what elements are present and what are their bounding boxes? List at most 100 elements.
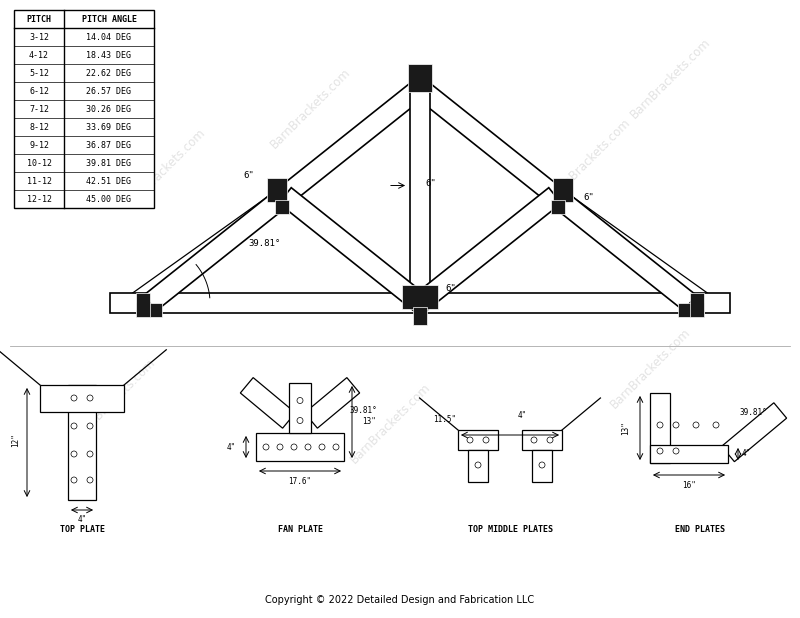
Text: 8-12: 8-12 (29, 122, 49, 132)
Circle shape (333, 444, 339, 450)
Circle shape (713, 422, 719, 428)
Polygon shape (410, 88, 430, 303)
Text: 39.81°: 39.81° (740, 408, 768, 417)
Text: 42.51 DEG: 42.51 DEG (86, 177, 131, 185)
Text: PITCH: PITCH (26, 14, 51, 23)
Circle shape (483, 437, 489, 443)
Polygon shape (414, 188, 562, 311)
Text: 4-12: 4-12 (29, 51, 49, 59)
Text: 6": 6" (243, 171, 254, 179)
Bar (267, 177, 287, 201)
Text: BarnBrackets.com: BarnBrackets.com (547, 116, 633, 201)
Circle shape (657, 422, 663, 428)
Circle shape (87, 451, 93, 457)
Bar (14, 10, 154, 208)
Bar (650, 445, 728, 463)
Text: 12": 12" (11, 433, 21, 447)
Circle shape (297, 397, 303, 404)
Text: 6": 6" (583, 193, 594, 203)
Text: 45.00 DEG: 45.00 DEG (86, 195, 131, 203)
Text: 3-12: 3-12 (29, 33, 49, 41)
Bar (413, 307, 427, 325)
Circle shape (657, 448, 663, 454)
Text: 39.81 DEG: 39.81 DEG (86, 158, 131, 167)
Polygon shape (144, 80, 426, 311)
Bar (402, 285, 438, 309)
Polygon shape (305, 378, 360, 428)
Text: BarnBrackets.com: BarnBrackets.com (347, 380, 433, 466)
Polygon shape (414, 80, 696, 311)
Circle shape (475, 462, 481, 468)
Text: 30.26 DEG: 30.26 DEG (86, 104, 131, 114)
Text: BarnBrackets.com: BarnBrackets.com (72, 355, 158, 441)
Text: 11-12: 11-12 (26, 177, 51, 185)
Text: 6-12: 6-12 (29, 87, 49, 96)
Bar (68, 385, 96, 500)
Bar (275, 200, 289, 213)
Text: 13": 13" (362, 418, 376, 426)
Text: 36.87 DEG: 36.87 DEG (86, 140, 131, 150)
Text: PITCH ANGLE: PITCH ANGLE (82, 14, 137, 23)
Text: 5-12: 5-12 (29, 69, 49, 77)
Circle shape (87, 423, 93, 429)
Circle shape (71, 451, 77, 457)
Text: BarnBrackets.com: BarnBrackets.com (122, 125, 208, 211)
Circle shape (539, 462, 545, 468)
Text: 4": 4" (742, 449, 751, 459)
Text: 10-12: 10-12 (26, 158, 51, 167)
Text: 17.6": 17.6" (289, 476, 311, 486)
Polygon shape (722, 403, 786, 462)
Text: 26.57 DEG: 26.57 DEG (86, 87, 131, 96)
Text: 11.5": 11.5" (433, 415, 456, 425)
Bar (256, 433, 344, 461)
Circle shape (277, 444, 283, 450)
Text: Copyright © 2022 Detailed Design and Fabrication LLC: Copyright © 2022 Detailed Design and Fab… (266, 595, 534, 605)
Bar (136, 303, 162, 317)
Circle shape (305, 444, 311, 450)
Text: 9-12: 9-12 (29, 140, 49, 150)
Text: 16": 16" (682, 481, 696, 491)
Bar (532, 450, 552, 482)
Text: 14.04 DEG: 14.04 DEG (86, 33, 131, 41)
Text: 6": 6" (445, 284, 456, 293)
Text: 4": 4" (226, 442, 236, 452)
Circle shape (87, 477, 93, 483)
Circle shape (87, 395, 93, 401)
Circle shape (531, 437, 537, 443)
Circle shape (547, 437, 553, 443)
Text: 18.43 DEG: 18.43 DEG (86, 51, 131, 59)
Bar (678, 303, 704, 317)
Bar (551, 200, 565, 213)
Text: 7-12: 7-12 (29, 104, 49, 114)
Bar (408, 64, 432, 92)
Text: END PLATES: END PLATES (675, 525, 725, 535)
Text: 39.81°: 39.81° (349, 406, 377, 415)
Polygon shape (240, 378, 295, 428)
Text: 22.62 DEG: 22.62 DEG (86, 69, 131, 77)
Circle shape (71, 395, 77, 401)
Circle shape (71, 477, 77, 483)
Bar (690, 293, 704, 317)
Circle shape (291, 444, 297, 450)
Text: TOP PLATE: TOP PLATE (59, 525, 105, 535)
Text: 13": 13" (621, 421, 630, 435)
Bar (522, 430, 562, 450)
Bar (136, 293, 150, 317)
Text: TOP MIDDLE PLATES: TOP MIDDLE PLATES (467, 525, 553, 535)
Circle shape (297, 418, 303, 423)
Bar (40, 385, 124, 412)
Circle shape (693, 422, 699, 428)
Circle shape (673, 422, 679, 428)
Text: 33.69 DEG: 33.69 DEG (86, 122, 131, 132)
Circle shape (263, 444, 269, 450)
Text: BarnBrackets.com: BarnBrackets.com (607, 325, 693, 411)
Text: 39.81°: 39.81° (248, 239, 280, 248)
Circle shape (71, 423, 77, 429)
Bar (458, 430, 498, 450)
Circle shape (319, 444, 325, 450)
Text: BarnBrackets.com: BarnBrackets.com (627, 35, 713, 121)
Text: 6": 6" (425, 179, 436, 187)
Circle shape (467, 437, 473, 443)
Bar (553, 177, 573, 201)
Polygon shape (278, 188, 426, 311)
